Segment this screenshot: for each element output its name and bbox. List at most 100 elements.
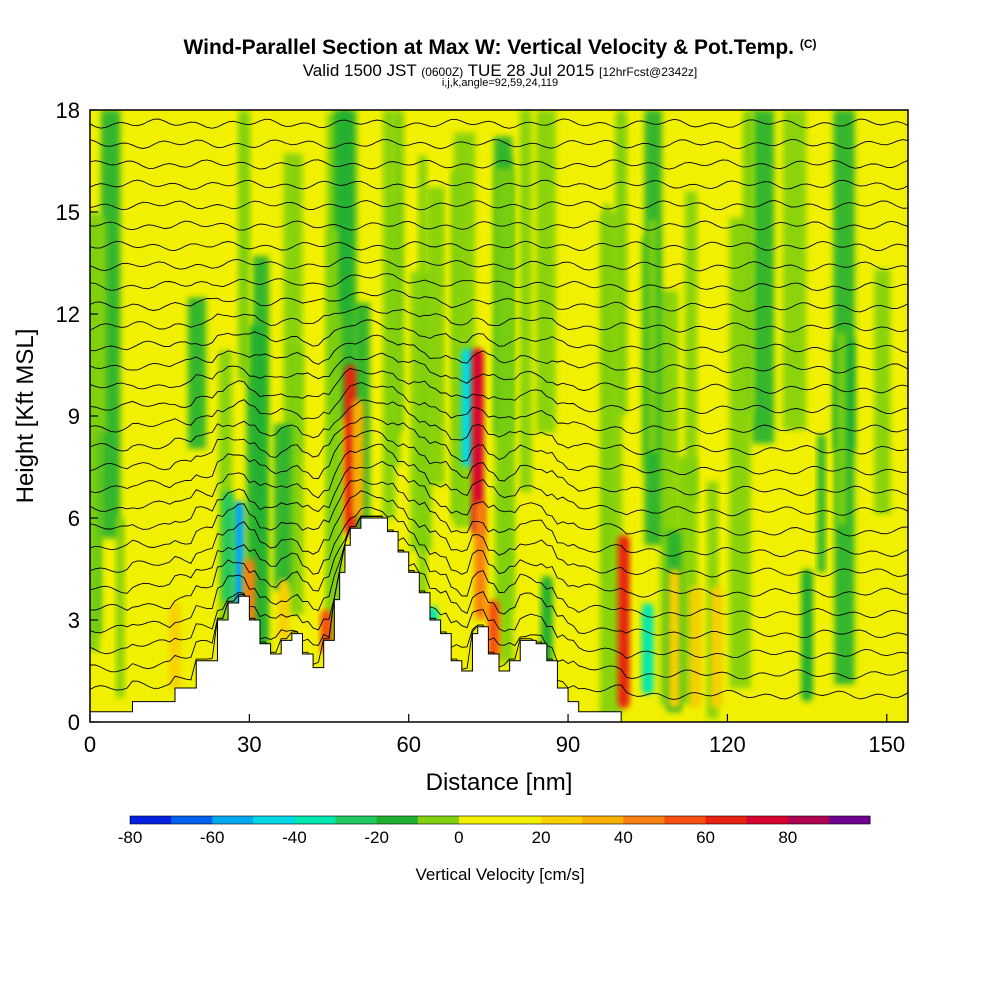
colorbar-swatch: [828, 816, 871, 824]
velocity-cell: [461, 348, 473, 467]
colorbar-swatch: [705, 816, 748, 824]
isentrope-line: [90, 273, 908, 292]
velocity-band: [426, 187, 445, 486]
isentrope-line: [90, 179, 908, 191]
velocity-band: [817, 435, 826, 573]
isentrope-line: [90, 352, 908, 394]
isentrope-line: [90, 334, 908, 374]
colorbar-swatch: [746, 816, 789, 824]
colorbar-swatch: [376, 816, 419, 824]
colorbar-swatch: [458, 816, 501, 824]
velocity-cell: [238, 110, 250, 382]
colorbar-swatch: [623, 816, 665, 824]
chart-indices: i,j,k,angle=92,59,24,119: [441, 77, 559, 89]
velocity-cell: [392, 110, 404, 433]
isentrope-line: [90, 515, 908, 619]
colorbar-swatch: [212, 816, 254, 824]
velocity-band: [115, 517, 125, 698]
isentrope-line: [90, 257, 908, 272]
y-tick-label: 6: [68, 506, 80, 531]
isentrope-line: [90, 460, 908, 537]
colorbar-tick-label: 40: [614, 828, 633, 847]
velocity-cell: [641, 603, 654, 695]
colorbar-swatch: [253, 816, 295, 824]
velocity-band: [410, 271, 432, 552]
isentrope-line: [90, 399, 908, 455]
isentrope-line: [90, 220, 908, 231]
isentrope-line: [90, 506, 908, 598]
colorbar-label: Vertical Velocity [cm/s]: [415, 865, 584, 884]
colorbar-swatch: [787, 816, 830, 824]
x-tick-label: 120: [709, 732, 746, 757]
velocity-band: [752, 110, 775, 444]
colorbar-tick-label: 60: [696, 828, 715, 847]
x-tick-label: 60: [396, 732, 420, 757]
x-tick-label: 150: [868, 732, 905, 757]
terrain: [90, 517, 622, 722]
velocity-cell: [169, 603, 181, 688]
velocity-cell: [801, 569, 813, 702]
velocity-band: [536, 110, 556, 433]
x-axis-label: Distance [nm]: [426, 769, 573, 796]
y-tick-label: 18: [56, 98, 80, 123]
colorbar-swatch: [294, 816, 337, 824]
x-axis: 0 30 60 90 120 150: [84, 714, 905, 757]
velocity-band: [90, 218, 107, 433]
isentrope-line: [90, 490, 908, 578]
copyright-mark: (C): [799, 37, 817, 51]
isentrope-line: [90, 99, 908, 108]
velocity-band: [382, 110, 396, 519]
colorbar-swatch: [500, 816, 542, 824]
velocity-cell: [615, 110, 628, 416]
y-tick-label: 3: [68, 608, 80, 633]
colorbar-swatch: [541, 816, 583, 824]
velocity-cell: [668, 569, 681, 709]
velocity-cell: [232, 501, 245, 614]
velocity-band: [782, 110, 807, 430]
isentrope-line: [90, 515, 908, 680]
velocity-cell: [710, 586, 723, 709]
velocity-band: [874, 269, 891, 515]
colorbar-tick-label: -80: [118, 828, 143, 847]
isentropes: [90, 99, 908, 700]
colorbar-frame: [129, 815, 871, 825]
isentrope-line: [90, 515, 908, 659]
isentrope-line: [90, 138, 908, 150]
y-tick-label: 12: [56, 302, 80, 327]
isentrope-line: [90, 319, 908, 354]
isentrope-line: [90, 382, 908, 435]
x-tick-label: 30: [237, 732, 261, 757]
colorbar-tick-label: -60: [200, 828, 225, 847]
velocity-band: [836, 333, 847, 525]
isentrope-line: [90, 200, 908, 211]
y-tick-label: 9: [68, 404, 80, 429]
isentrope-line: [90, 430, 908, 496]
velocity-band: [326, 229, 343, 660]
velocity-cell: [339, 110, 351, 314]
colorbar: -80 -60 -40 -20 0 20 40 60 80: [118, 815, 871, 847]
x-tick-label: 90: [556, 732, 580, 757]
isentrope-line: [90, 289, 908, 313]
y-axis-label: Height [Kft MSL]: [12, 329, 39, 504]
colorbar-tick-label: -40: [282, 828, 307, 847]
colorbar-swatch: [582, 816, 624, 824]
velocity-band: [274, 423, 292, 591]
x-tick-label: 0: [84, 732, 96, 757]
colorbar-swatch: [171, 816, 213, 824]
velocity-cell: [689, 586, 702, 709]
isentrope-line: [90, 515, 908, 639]
velocity-band: [647, 220, 658, 453]
velocity-band: [187, 297, 206, 449]
velocity-cell: [222, 490, 234, 603]
isentrope-line: [90, 478, 908, 558]
colorbar-swatch: [664, 816, 707, 824]
chart-subtitle: Valid 1500 JST (0600Z) TUE 28 Jul 2015 […: [302, 61, 698, 80]
velocity-cell: [474, 501, 487, 620]
isentrope-line: [90, 416, 908, 476]
y-axis: 0 3 6 9 12 15 18: [56, 98, 98, 735]
colorbar-tick-label: 80: [778, 828, 797, 847]
y-tick-label: 0: [68, 710, 80, 735]
isentrope-line: [90, 159, 908, 170]
velocity-cell: [487, 599, 500, 661]
